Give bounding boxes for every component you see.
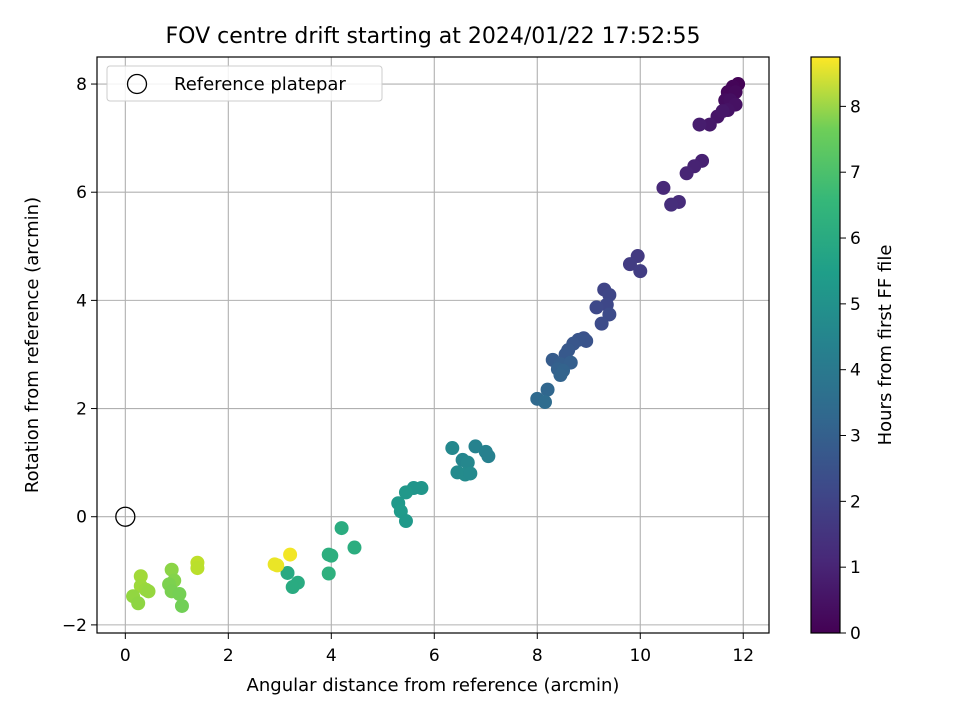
data-point [715,104,730,119]
data-point [481,449,496,464]
x-tick-label: 8 [532,646,543,666]
legend-label: Reference platepar [174,74,346,95]
data-points [115,77,746,613]
data-point [633,264,648,279]
data-point [398,514,413,529]
legend-marker [126,73,148,95]
reference-platepar-marker [115,506,136,527]
data-point [270,558,285,573]
colorbar-tick-label: 3 [850,427,861,447]
data-point [164,562,179,577]
grid-lines [97,57,769,633]
colorbar-tick-label: 4 [850,361,861,381]
colorbar-tick-label: 0 [850,624,861,644]
data-point [283,547,298,562]
data-point [468,439,483,454]
colorbar-tick-label: 6 [850,229,861,249]
data-point [664,197,679,212]
plot-frame [96,56,770,634]
y-axis-label: Rotation from reference (arcmin) [22,197,43,493]
data-point [280,565,295,580]
data-point [141,584,156,599]
x-axis-label: Angular distance from reference (arcmin) [247,675,620,696]
x-tick-label: 0 [120,646,131,666]
chart-title: FOV centre drift starting at 2024/01/22 … [166,24,701,49]
data-point [589,300,604,315]
y-tick-label: 0 [76,508,87,528]
colorbar-tick-label: 1 [850,558,861,578]
x-tick-label: 10 [629,646,651,666]
colorbar-ticks: 0 1 2 3 4 5 6 7 8 [840,97,861,644]
data-point [321,566,336,581]
legend-box [106,65,383,102]
y-axis-ticks: −2 0 2 4 6 8 [62,75,97,636]
y-tick-label: −2 [62,616,87,636]
data-point [553,368,568,383]
y-tick-label: 6 [76,183,87,203]
x-tick-label: 12 [732,646,754,666]
y-tick-label: 4 [76,291,87,311]
data-point [460,455,475,470]
colorbar-tick-label: 8 [850,97,861,117]
data-point [656,180,671,195]
x-tick-label: 6 [429,646,440,666]
legend: Reference platepar [106,65,383,102]
x-tick-label: 2 [223,646,234,666]
data-point [398,485,413,500]
data-point [622,257,637,272]
data-point [602,307,617,322]
data-point [334,521,349,536]
x-tick-label: 4 [326,646,337,666]
data-point [285,580,300,595]
colorbar-tick-label: 5 [850,295,861,315]
data-point [702,117,717,132]
data-point [594,316,609,331]
data-point [445,441,460,456]
data-point [692,117,707,132]
colorbar: 0 1 2 3 4 5 6 7 8 Hours from first FF file [810,56,896,644]
data-point [133,569,148,584]
y-tick-label: 2 [76,400,87,420]
data-point [463,466,478,481]
colorbar-label: Hours from first FF file [875,245,896,446]
data-point [172,587,187,602]
data-point [131,596,146,611]
data-point [190,561,205,576]
data-point [174,598,189,613]
colorbar-tick-label: 2 [850,492,861,512]
data-point [540,382,555,397]
x-axis-ticks: 0 2 4 6 8 10 12 [120,633,754,666]
data-point [324,548,339,563]
y-tick-label: 8 [76,75,87,95]
data-point [347,540,362,555]
colorbar-tick-label: 7 [850,163,861,183]
colorbar-gradient [810,56,841,634]
data-point [679,166,694,181]
data-point [538,395,552,410]
